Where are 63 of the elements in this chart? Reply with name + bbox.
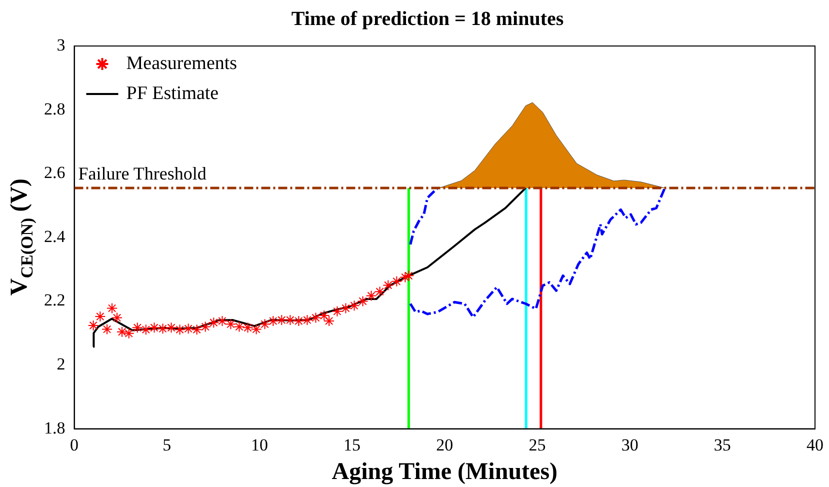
- point: [302, 314, 313, 326]
- x-tick-label: 35: [714, 435, 731, 454]
- chart-title: Time of prediction = 18 minutes: [291, 8, 564, 30]
- point: [132, 322, 143, 334]
- point: [391, 276, 402, 287]
- point: [225, 318, 236, 330]
- point: [366, 290, 377, 302]
- x-tick-label: 0: [70, 435, 78, 454]
- point: [324, 315, 335, 326]
- point: [88, 320, 99, 331]
- point: [174, 324, 186, 336]
- x-tick-label: 5: [162, 435, 172, 454]
- point: [94, 311, 106, 322]
- point: [208, 317, 220, 328]
- point: [318, 310, 330, 322]
- point: [403, 270, 414, 282]
- x-tick-label: 40: [806, 435, 824, 454]
- point: [332, 306, 343, 317]
- point: [123, 328, 134, 339]
- y-tick-label: 3: [56, 35, 66, 54]
- y-tick-label: 2.6: [44, 163, 66, 182]
- y-tick-label: 2.8: [44, 99, 66, 118]
- x-tick-label: 25: [528, 435, 546, 454]
- line-series: [409, 186, 439, 246]
- point: [357, 296, 368, 307]
- point: [102, 324, 113, 335]
- point: [259, 318, 270, 330]
- point: [191, 324, 202, 336]
- y-tick-label: 2.2: [44, 290, 66, 310]
- point: [242, 322, 254, 334]
- legend-label: PF Estimate: [126, 82, 219, 104]
- x-tick-label: 10: [250, 435, 268, 454]
- y-tick-label: 2: [56, 354, 66, 374]
- point: [268, 315, 279, 326]
- point: [200, 321, 211, 332]
- point: [374, 286, 386, 298]
- point: [348, 300, 360, 312]
- y-tick-label: 2.4: [44, 226, 66, 246]
- y-tick-label: 1.8: [44, 418, 66, 438]
- point: [234, 321, 245, 332]
- point: [250, 324, 262, 335]
- point: [116, 326, 128, 338]
- legend-label: Measurements: [126, 52, 238, 74]
- point: [216, 315, 228, 326]
- point: [293, 315, 304, 326]
- x-tick-label: 15: [344, 435, 361, 454]
- point: [382, 280, 394, 291]
- x-axis-title: Aging Time (Minutes): [332, 458, 558, 485]
- ref-line-label: Failure Threshold: [78, 164, 206, 184]
- line-series: [409, 186, 666, 318]
- point: [112, 312, 123, 324]
- point: [284, 314, 296, 326]
- point: [182, 323, 194, 334]
- x-tick-label: 20: [436, 435, 454, 454]
- point: [310, 312, 322, 324]
- point: [340, 302, 352, 314]
- x-tick-label: 30: [621, 435, 638, 454]
- point: [166, 322, 177, 334]
- point: [400, 272, 411, 283]
- point: [106, 302, 118, 314]
- point: [157, 323, 168, 334]
- point: [140, 324, 152, 336]
- point: [148, 322, 160, 334]
